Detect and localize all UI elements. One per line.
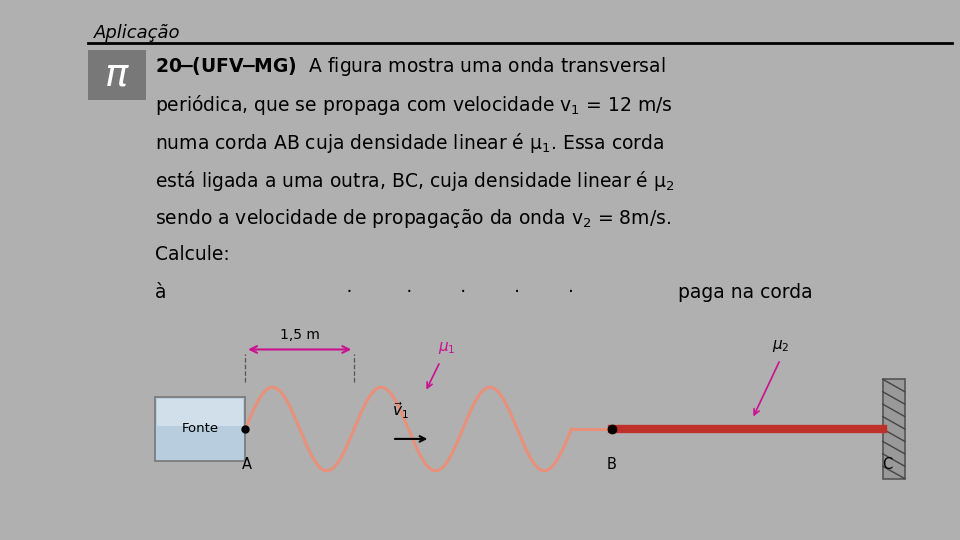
Text: 1,5 m: 1,5 m <box>279 328 320 341</box>
Bar <box>87 50 146 100</box>
Text: C: C <box>882 457 893 472</box>
Text: $\mu_2$: $\mu_2$ <box>772 339 790 354</box>
Text: $\mu_1$: $\mu_1$ <box>438 340 456 356</box>
Text: periódica, que se propaga com velocidade v$_1$ = 12 m/s: periódica, que se propaga com velocidade… <box>155 93 673 117</box>
Text: paga na corda: paga na corda <box>678 283 812 302</box>
Text: Fonte: Fonte <box>181 422 219 435</box>
Text: B: B <box>607 457 616 472</box>
FancyBboxPatch shape <box>155 397 246 461</box>
Polygon shape <box>157 399 243 426</box>
Text: à                              ·         ·        ·        ·        ·: à · · · · · <box>155 283 574 302</box>
Text: $\mathbf{20\!\!-\!\!(UFV\!\!-\!\!MG)}$  A figura mostra uma onda transversal: $\mathbf{20\!\!-\!\!(UFV\!\!-\!\!MG)}$ A… <box>155 55 665 78</box>
Text: sendo a velocidade de propagação da onda v$_2$ = 8m/s.: sendo a velocidade de propagação da onda… <box>155 207 671 230</box>
Text: Aplicação: Aplicação <box>94 24 180 42</box>
Bar <box>882 379 904 478</box>
Text: Calcule:: Calcule: <box>155 245 229 264</box>
Text: numa corda AB cuja densidade linear é μ$_1$. Essa corda: numa corda AB cuja densidade linear é μ$… <box>155 131 664 155</box>
Text: π: π <box>106 56 129 94</box>
Text: A: A <box>242 457 252 472</box>
Text: está ligada a uma outra, BC, cuja densidade linear é μ$_2$: está ligada a uma outra, BC, cuja densid… <box>155 169 675 193</box>
Text: $\vec{v}_1$: $\vec{v}_1$ <box>392 400 409 421</box>
